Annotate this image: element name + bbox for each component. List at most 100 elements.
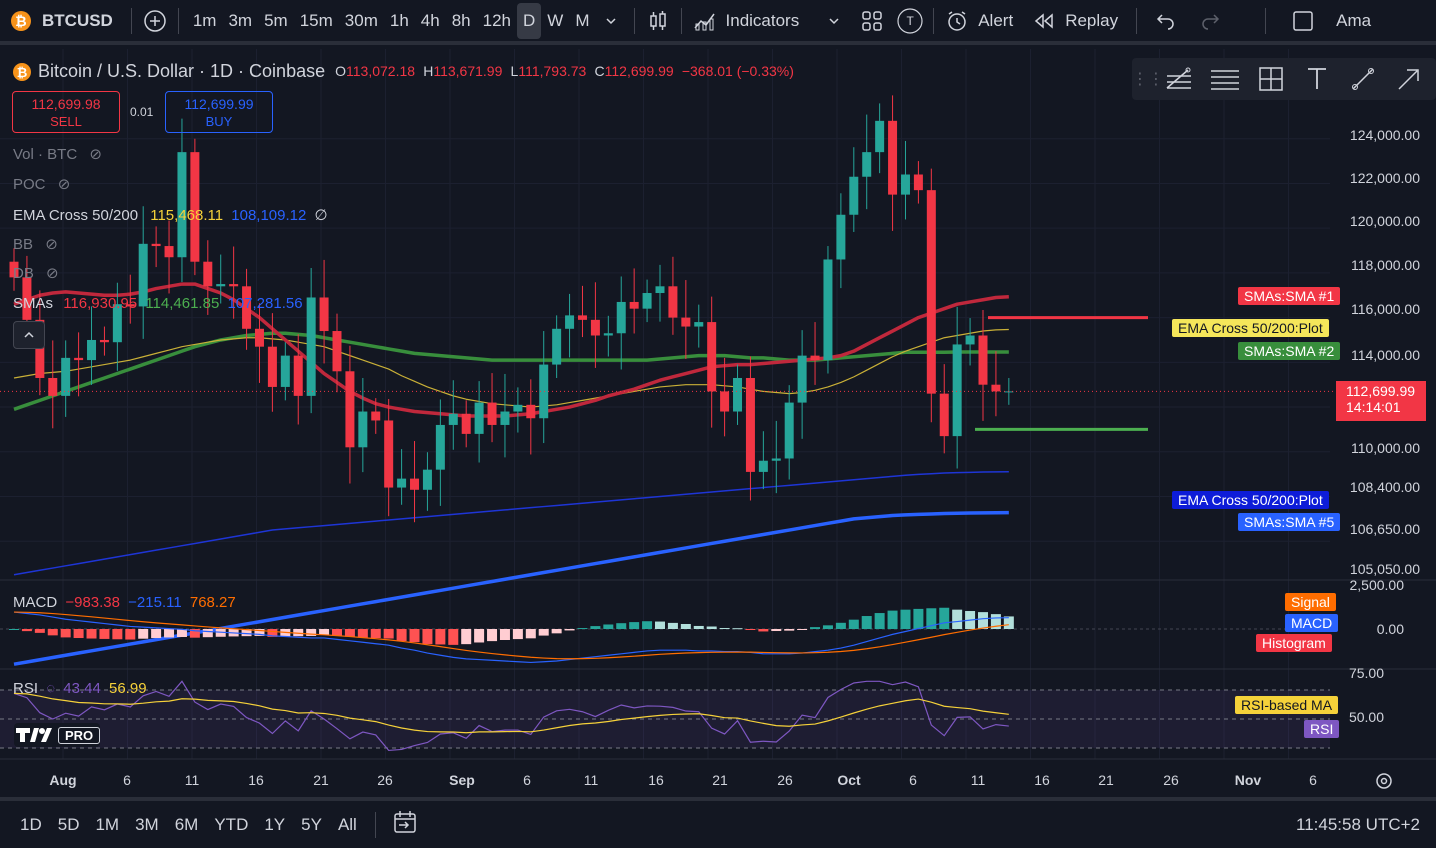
symbol-search-button[interactable]: BTCUSD: [42, 10, 113, 30]
hide-value-icon[interactable]: ∅: [314, 207, 328, 224]
indicators-button[interactable]: Indicators: [725, 10, 800, 30]
macd-line: [13, 611, 1009, 664]
candle: [913, 161, 923, 204]
alert-button[interactable]: Alert: [978, 10, 1014, 30]
last-price-tag: 112,699.99 14:14:01: [1336, 381, 1426, 421]
replay-button[interactable]: Replay: [1065, 10, 1119, 30]
ema-cross-row[interactable]: EMA Cross 50/200 115,468.11 108,109.12 ∅: [13, 207, 328, 224]
chevron-down-icon[interactable]: [596, 6, 626, 36]
price-tick-label: 110,000.00: [1351, 440, 1420, 456]
interval-12h[interactable]: 12h: [482, 10, 512, 30]
interval-3m[interactable]: 3m: [228, 10, 253, 30]
candle: [784, 385, 794, 480]
range-3m[interactable]: 3M: [135, 814, 159, 834]
interval-d[interactable]: D: [517, 2, 542, 39]
candle-body: [616, 301, 626, 334]
layout-grid-icon[interactable]: [857, 6, 887, 36]
range-5y[interactable]: 5Y: [301, 814, 322, 834]
interval-1h[interactable]: 1h: [389, 10, 409, 30]
arrow-tool-icon[interactable]: [1386, 59, 1432, 99]
rsi-legend[interactable]: RSI ◌ 43.44 56.99: [13, 680, 147, 697]
chart-settings-icon[interactable]: [1374, 771, 1394, 796]
range-5d[interactable]: 5D: [57, 814, 80, 834]
candle-body: [397, 478, 407, 488]
eye-hidden-icon[interactable]: ⊘: [89, 146, 102, 163]
db-indicator-row[interactable]: DB ⊘: [13, 265, 59, 282]
replay-icon[interactable]: [1029, 6, 1059, 36]
chart-area[interactable]: 124,000.00 122,000.00 120,000.00 118,000.00…: [0, 49, 1436, 797]
candle: [616, 276, 626, 370]
interval-15m[interactable]: 15m: [299, 10, 333, 30]
range-ytd[interactable]: YTD: [214, 814, 249, 834]
interval-30m[interactable]: 30m: [344, 10, 378, 30]
chart-canvas[interactable]: 124,000.00 122,000.00 120,000.00 118,000.00…: [0, 49, 1436, 797]
chevron-down-icon[interactable]: [819, 6, 849, 36]
range-6m[interactable]: 6M: [174, 814, 199, 834]
macd-histogram-bar: [577, 628, 588, 630]
indicators-icon[interactable]: [690, 6, 720, 36]
bb-indicator-row[interactable]: BB ⊘: [13, 236, 58, 253]
time-tick-label: 11: [971, 772, 986, 788]
macd-hist-value: −983.38: [65, 594, 120, 611]
alert-clock-icon[interactable]: [942, 6, 972, 36]
sell-button[interactable]: 112,699.98 SELL: [12, 91, 120, 133]
eye-hidden-icon[interactable]: ⊘: [45, 236, 58, 253]
range-1y[interactable]: 1Y: [264, 814, 286, 834]
eye-hidden-icon[interactable]: ⊘: [57, 176, 71, 193]
candle: [138, 206, 148, 339]
measure-tool-icon[interactable]: [1248, 59, 1294, 99]
parallel-lines-tool-icon[interactable]: [1202, 59, 1248, 99]
smas-row[interactable]: SMAs 116,930.95 114,461.85 107,281.56: [13, 295, 303, 312]
macd-legend[interactable]: MACD −983.38 −215.11 768.27: [13, 594, 236, 611]
candle: [797, 330, 807, 439]
candle-body: [216, 284, 226, 287]
candle: [642, 279, 652, 323]
macd-histogram-bar: [810, 627, 821, 629]
candle-body: [539, 364, 549, 419]
trendline-tool-icon[interactable]: [1340, 59, 1386, 99]
symbol-title[interactable]: Bitcoin / U.S. Dollar · 1D · Coinbase: [38, 61, 326, 81]
compare-add-icon[interactable]: [140, 6, 170, 36]
volume-indicator-row[interactable]: Vol · BTC ⊘: [13, 146, 102, 163]
time-tick-label: 11: [185, 772, 200, 788]
candle-body: [151, 243, 161, 247]
account-menu-truncated[interactable]: Ama: [1336, 10, 1372, 30]
date-range-calendar-icon[interactable]: [392, 809, 418, 840]
macd-histogram-bar: [603, 624, 614, 629]
candle-style-icon[interactable]: [643, 6, 673, 36]
range-1d[interactable]: 1D: [20, 814, 42, 834]
buy-label: BUY: [205, 114, 233, 129]
candle: [707, 296, 717, 428]
poc-indicator-row[interactable]: POC ⊘: [13, 176, 71, 193]
collapse-legend-button[interactable]: [13, 321, 45, 349]
text-tool-icon[interactable]: [1294, 59, 1340, 99]
macd-tick-label: 0.00: [1377, 621, 1404, 637]
range-1m[interactable]: 1M: [95, 814, 120, 834]
interval-w[interactable]: W: [547, 10, 564, 30]
macd-histogram-bar: [293, 629, 304, 637]
drag-handle-icon[interactable]: ⋮⋮: [1132, 71, 1164, 88]
interval-4h[interactable]: 4h: [420, 10, 440, 30]
interval-5m[interactable]: 5m: [264, 10, 288, 30]
macd-histogram-bar: [189, 629, 200, 638]
fullscreen-icon[interactable]: [1288, 6, 1318, 36]
macd-histogram-bar: [590, 626, 601, 629]
macd-histogram-bar: [60, 629, 71, 638]
time-tick-label: 26: [1163, 772, 1179, 788]
candle-body: [384, 420, 394, 488]
eye-hidden-icon[interactable]: ⊘: [46, 265, 59, 282]
interval-8h[interactable]: 8h: [451, 10, 471, 30]
interval-m[interactable]: M: [575, 10, 590, 30]
macd-histogram-bar: [474, 629, 485, 643]
utc-clock[interactable]: 11:45:58 UTC+2: [1296, 815, 1420, 834]
candle: [190, 138, 200, 276]
redo-icon[interactable]: [1195, 6, 1225, 36]
templates-icon[interactable]: T: [895, 6, 925, 36]
macd-histogram-bar: [771, 629, 782, 632]
range-all[interactable]: All: [337, 814, 357, 834]
interval-1m[interactable]: 1m: [192, 10, 217, 30]
buy-button[interactable]: 112,699.99 BUY: [165, 91, 273, 133]
candle-body: [745, 377, 755, 472]
trend-fib-tool-icon[interactable]: [1156, 59, 1202, 99]
undo-icon[interactable]: [1151, 6, 1181, 36]
